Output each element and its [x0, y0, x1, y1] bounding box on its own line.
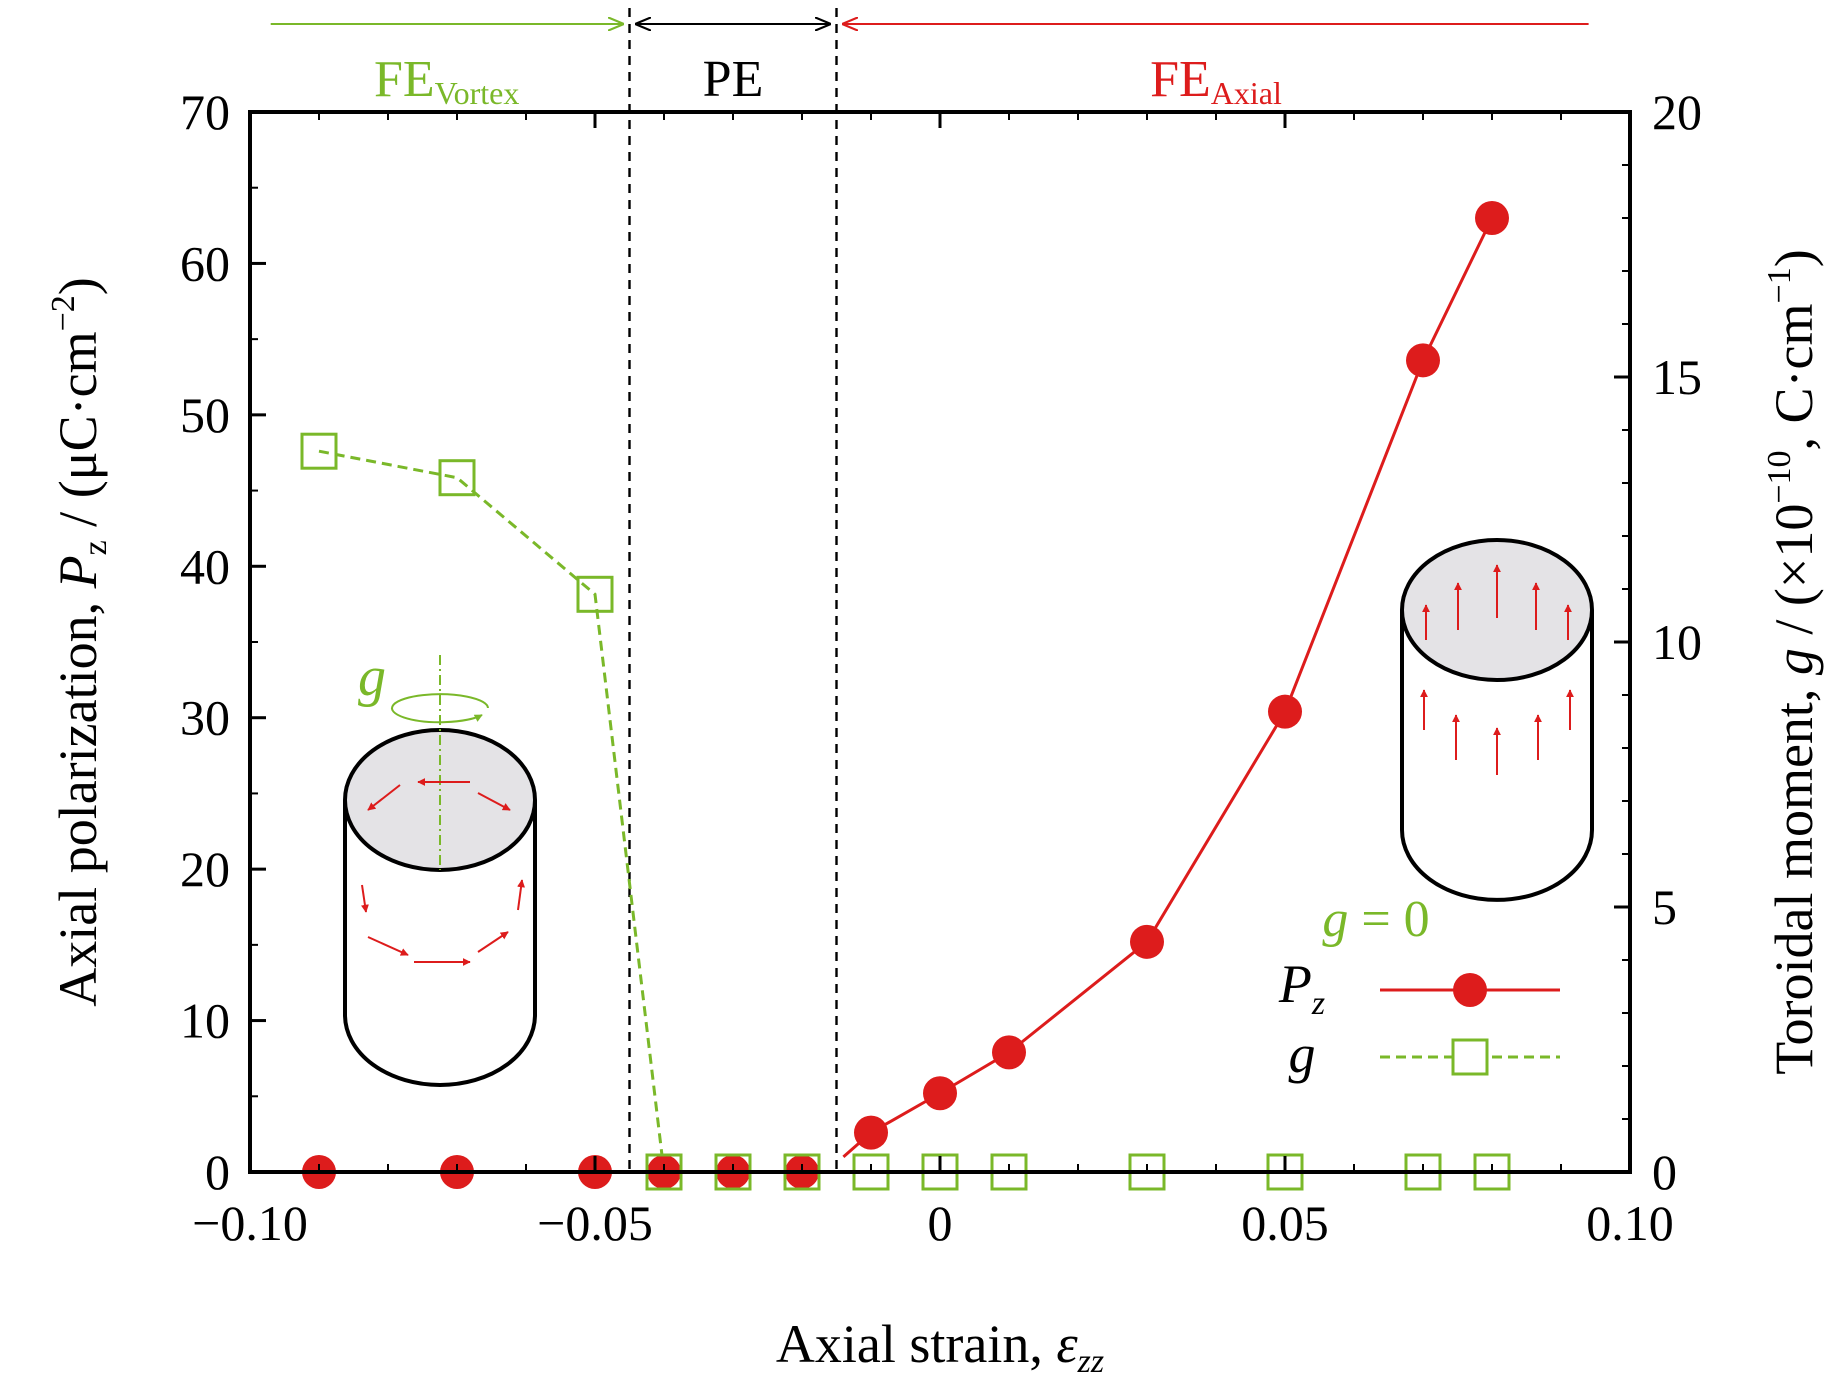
legend-g-marker: [1451, 1038, 1489, 1076]
y-tick-label: 50: [180, 387, 230, 443]
y-tick-label: 60: [180, 235, 230, 291]
legend-pz-label: Pz: [1278, 954, 1325, 1022]
y-tick-label: 40: [180, 538, 230, 594]
pz-point-11: [1406, 343, 1440, 378]
pz-point-9: [1130, 924, 1164, 959]
vortex-cylinder-body: [343, 800, 537, 1087]
pz-point-10: [1268, 694, 1302, 729]
legend: g = 0 Pzg: [1278, 891, 1560, 1084]
phase-header: FEVortex PE FEAxial: [270, 24, 1589, 111]
vortex-body-arrow-0: [360, 884, 369, 913]
y-tick-label: 30: [180, 690, 230, 746]
plot-area: [300, 8, 1511, 1191]
y2-tick-label: 0: [1652, 1144, 1677, 1200]
vortex-cylinder-inset: g: [343, 646, 537, 1087]
y-tick-label: 20: [180, 841, 230, 897]
vortex-rotation-arrow: [391, 693, 489, 724]
vortex-cap-arrow-2: [477, 792, 511, 811]
y2-axis-label: Toroidal moment, g / (×10−10, C·cm−1): [1761, 249, 1824, 1074]
pz-point-12: [1475, 201, 1509, 235]
pz-point-6: [854, 1115, 888, 1150]
axis-labels: Axial strain, εzz Axial polarization, Pz …: [45, 249, 1824, 1380]
y2-tick-label: 10: [1652, 614, 1702, 670]
series-line-g: [318, 449, 666, 1173]
y2-tick-label: 5: [1652, 879, 1677, 935]
phase-label-1: PE: [703, 51, 764, 108]
y-tick-label: 0: [205, 1144, 230, 1200]
pz-point-8: [992, 1035, 1026, 1070]
axial-cylinder-inset: [1400, 538, 1594, 902]
g-point-0: [300, 432, 338, 470]
x-axis-label: Axial strain, εzz: [776, 1314, 1104, 1380]
x-tick-label: 0: [928, 1195, 953, 1251]
g-point-1: [438, 459, 476, 497]
series-line-p_z: [842, 217, 1494, 1158]
insets: g: [343, 538, 1594, 1087]
y-axis-label: Axial polarization, Pz / (μC·cm−2): [45, 277, 114, 1007]
x-tick-label: −0.10: [192, 1195, 308, 1251]
x-tick-label: −0.05: [537, 1195, 653, 1251]
y-tick-label: 70: [180, 84, 230, 140]
legend-g-label: g: [1289, 1024, 1316, 1084]
y2-tick-label: 20: [1652, 84, 1702, 140]
vortex-body-arrow-4: [517, 879, 526, 911]
x-tick-label: 0.10: [1586, 1195, 1674, 1251]
phase-label-2: FEAxial: [1150, 51, 1282, 111]
pz-point-7: [923, 1076, 957, 1111]
legend-pz-marker: [1453, 973, 1487, 1007]
g-equals-zero-label: g = 0: [1322, 891, 1429, 948]
vortex-body-arrow-3: [477, 931, 509, 953]
x-tick-label: 0.05: [1241, 1195, 1329, 1251]
vortex-body-arrow-1: [367, 936, 409, 956]
y-tick-label: 10: [180, 993, 230, 1049]
vortex-g-label: g: [358, 646, 386, 708]
vortex-cap-arrow-1: [367, 784, 401, 811]
y2-tick-label: 15: [1652, 349, 1702, 405]
phase-label-0: FEVortex: [374, 51, 519, 111]
axes: −0.10 −0.05 0 0.05 0.10010203040506070051015…: [180, 84, 1702, 1251]
g-point-2: [576, 575, 614, 613]
